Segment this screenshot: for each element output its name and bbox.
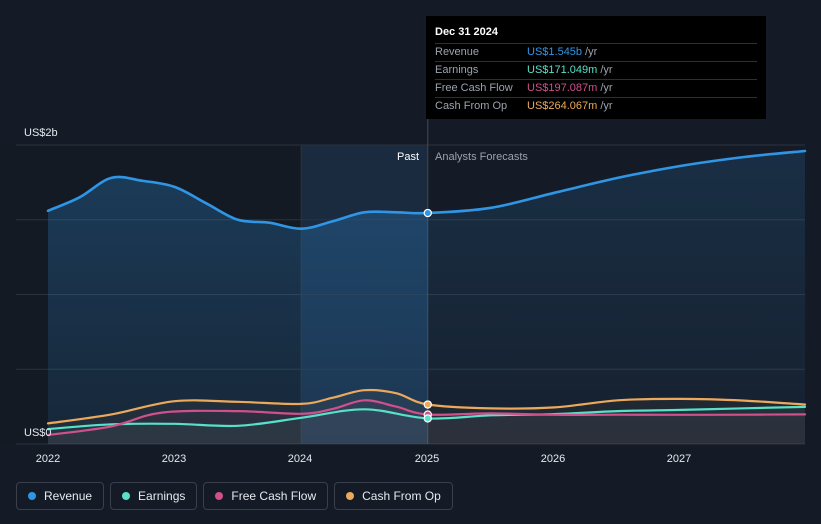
y-tick-label: US$0 [24, 427, 52, 439]
revenue-area-forecast [427, 151, 805, 444]
tooltip-row: Earnings US$171.049m /yr [435, 61, 757, 79]
cash-from-op-dot-icon [346, 492, 355, 500]
free-cash-flow-line [46, 399, 807, 437]
legend-label: Revenue [44, 489, 93, 503]
x-tick-label: 2026 [541, 453, 565, 465]
earnings-marker [423, 414, 432, 423]
tooltip-unit: /yr [600, 82, 613, 94]
cash-from-op-line [46, 388, 807, 425]
forecast-label: Analysts Forecasts [435, 151, 528, 163]
legend-label: Earnings [138, 489, 186, 503]
tooltip-unit: /yr [585, 46, 598, 58]
chart: US$2b US$0 Past Analysts Forecasts 2022 … [16, 16, 807, 465]
legend-item-revenue[interactable]: Revenue [16, 482, 105, 510]
revenue-area-past [48, 176, 428, 444]
tooltip-value: US$197.087m [527, 82, 598, 94]
tooltip-value: US$171.049m [527, 64, 598, 76]
tooltip-label: Cash From Op [435, 100, 508, 112]
revenue-line [46, 149, 807, 231]
tooltip-unit: /yr [600, 64, 613, 76]
x-tick-label: 2027 [667, 453, 691, 465]
x-tick-label: 2023 [162, 453, 186, 465]
tooltip-row: Revenue US$1.545b /yr [435, 43, 757, 61]
legend-item-cash-from-op[interactable]: Cash From Op [334, 482, 453, 510]
revenue-dot-icon [28, 492, 36, 500]
legend-item-free-cash-flow[interactable]: Free Cash Flow [203, 482, 329, 510]
tooltip-label: Earnings [435, 64, 479, 76]
tooltip-date: Dec 31 2024 [435, 26, 498, 38]
tooltip-value: US$1.545b [527, 46, 583, 58]
earnings-area [48, 406, 805, 444]
cash-from-op-marker [423, 400, 432, 409]
x-tick-label: 2025 [415, 453, 439, 465]
tooltip-unit: /yr [600, 100, 613, 112]
tooltip-row: Cash From Op US$264.067m /yr [435, 97, 757, 115]
legend-item-earnings[interactable]: Earnings [110, 482, 198, 510]
tooltip-label: Free Cash Flow [435, 82, 513, 94]
tooltip-label: Revenue [435, 46, 480, 58]
x-tick-label: 2024 [288, 453, 312, 465]
tooltip: Dec 31 2024 Revenue US$1.545b /yr Earnin… [426, 16, 766, 119]
earnings-dot-icon [122, 492, 131, 500]
legend-label: Free Cash Flow [231, 489, 317, 503]
tooltip-row: Free Cash Flow US$197.087m /yr [435, 79, 757, 97]
free-cash-flow-dot-icon [215, 492, 224, 500]
x-tick-label: 2022 [36, 453, 60, 465]
legend: Revenue Earnings Free Cash Flow Cash Fro… [16, 482, 453, 510]
revenue-marker [423, 208, 432, 218]
y-tick-label: US$2b [24, 127, 58, 139]
legend-label: Cash From Op [362, 489, 441, 503]
tooltip-value: US$264.067m [527, 100, 598, 112]
past-label: Past [397, 151, 419, 163]
